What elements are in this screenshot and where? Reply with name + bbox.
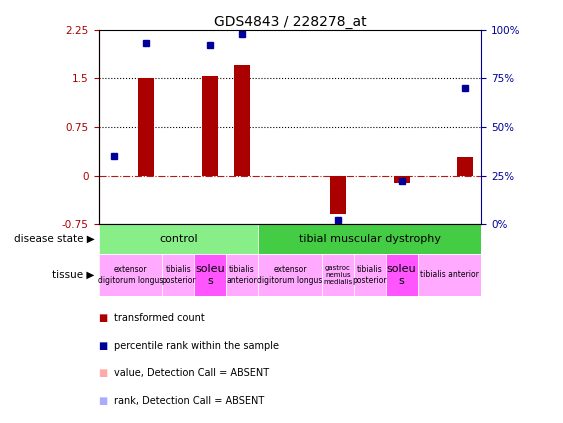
Bar	[234, 65, 250, 176]
Text: control: control	[159, 234, 198, 244]
Text: extensor
digitorum longus: extensor digitorum longus	[257, 265, 323, 285]
Text: percentile rank within the sample: percentile rank within the sample	[114, 341, 279, 351]
Text: tibialis anterior: tibialis anterior	[420, 270, 479, 280]
Text: ■: ■	[99, 368, 108, 378]
Text: disease state ▶: disease state ▶	[14, 234, 95, 244]
Bar	[226, 254, 258, 296]
Bar	[457, 157, 473, 176]
Text: gastroc
nemius
medialis: gastroc nemius medialis	[323, 265, 352, 285]
Bar	[138, 78, 154, 176]
Text: soleu
s: soleu s	[387, 264, 417, 286]
Text: ■: ■	[99, 313, 108, 323]
Text: tibialis
posterior: tibialis posterior	[352, 265, 387, 285]
Text: rank, Detection Call = ABSENT: rank, Detection Call = ABSENT	[114, 396, 265, 406]
Bar	[386, 254, 418, 296]
Text: tibialis
anterior: tibialis anterior	[227, 265, 257, 285]
Text: value, Detection Call = ABSENT: value, Detection Call = ABSENT	[114, 368, 270, 378]
Bar	[394, 176, 410, 183]
Bar	[99, 254, 162, 296]
Text: transformed count: transformed count	[114, 313, 205, 323]
Bar	[162, 254, 194, 296]
Bar	[202, 76, 218, 176]
Text: soleu
s: soleu s	[195, 264, 225, 286]
Bar	[194, 254, 226, 296]
Text: tissue ▶: tissue ▶	[52, 270, 95, 280]
Bar	[99, 224, 258, 254]
Bar	[258, 224, 481, 254]
Bar	[330, 176, 346, 214]
Text: extensor
digitorum longus: extensor digitorum longus	[98, 265, 163, 285]
Text: ■: ■	[99, 396, 108, 406]
Text: tibialis
posterior: tibialis posterior	[161, 265, 195, 285]
Bar	[354, 254, 386, 296]
Bar	[418, 254, 481, 296]
Bar	[322, 254, 354, 296]
Title: GDS4843 / 228278_at: GDS4843 / 228278_at	[213, 14, 367, 29]
Text: tibial muscular dystrophy: tibial muscular dystrophy	[299, 234, 441, 244]
Bar	[258, 254, 322, 296]
Text: ■: ■	[99, 341, 108, 351]
